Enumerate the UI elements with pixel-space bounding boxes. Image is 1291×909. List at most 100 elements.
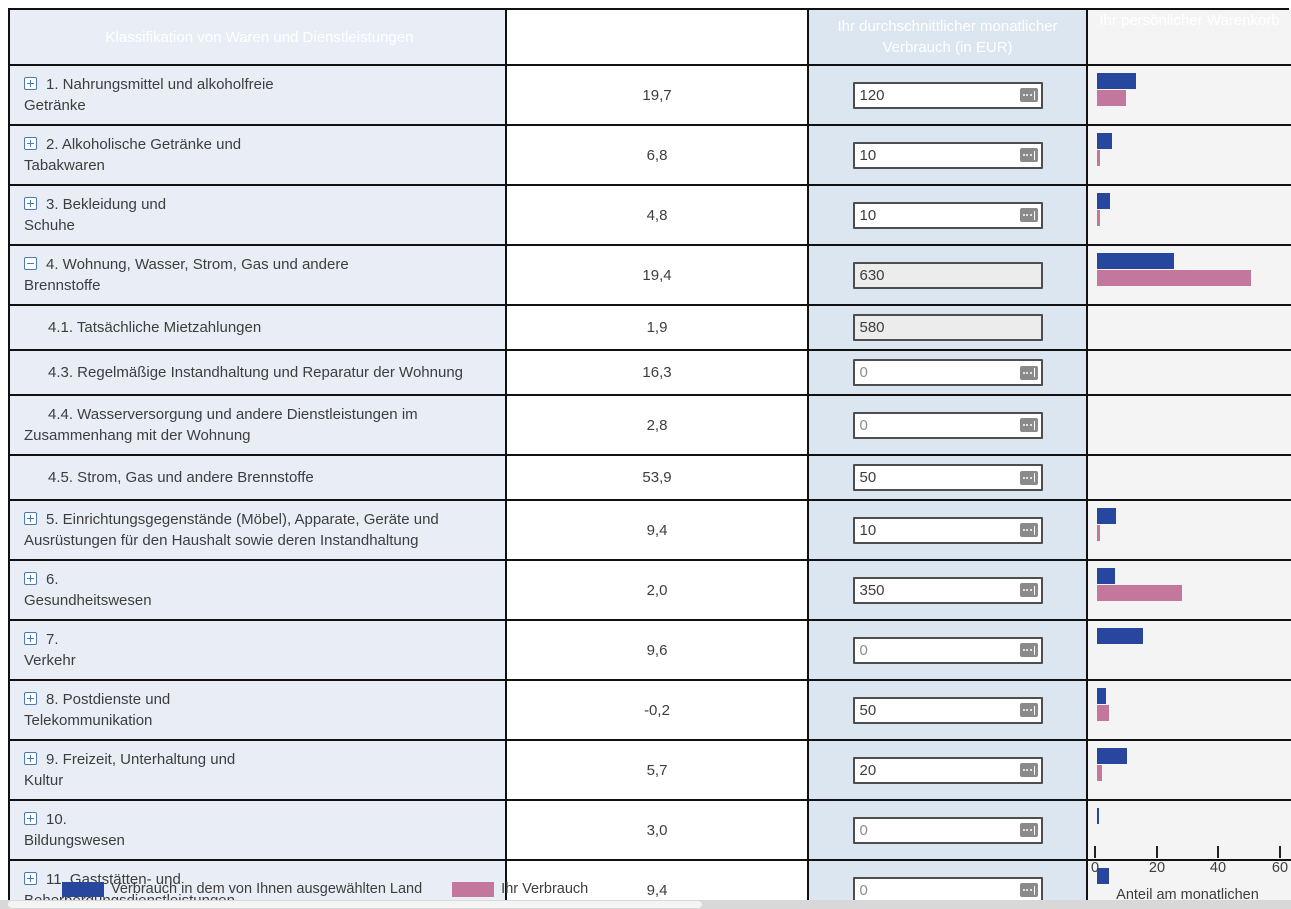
inflation-value-cell: 3,0 — [507, 801, 809, 861]
input-stepper-icon[interactable] — [1019, 703, 1038, 717]
input-stepper-icon[interactable] — [1019, 470, 1038, 485]
input-stepper-icon[interactable] — [1019, 365, 1038, 380]
category-label: 4.5. Strom, Gas und andere Brennstoffe — [48, 469, 314, 486]
chart-legend: Verbrauch in dem von Ihnen ausgewählten … — [62, 881, 588, 897]
basket-chart-cell — [1088, 501, 1291, 561]
consumption-input[interactable] — [852, 314, 1043, 341]
consumption-input-cell — [809, 396, 1088, 456]
consumption-input[interactable] — [852, 516, 1043, 544]
consumption-input-cell — [809, 351, 1088, 396]
consumption-input[interactable] — [852, 359, 1043, 386]
category-label: 3. Bekleidung und Schuhe — [24, 196, 167, 234]
table-row-label-cell: 9. Freizeit, Unterhaltung und Kultur — [10, 741, 507, 801]
expand-icon[interactable] — [24, 197, 37, 210]
input-stepper-icon[interactable] — [1019, 763, 1038, 777]
expand-icon[interactable] — [24, 572, 37, 585]
category-label: 1. Nahrungsmittel und alkoholfreie Geträ… — [24, 76, 274, 114]
country-legend-swatch — [62, 881, 104, 897]
inflation-value-cell: 2,8 — [507, 396, 809, 456]
input-stepper-icon[interactable] — [1019, 523, 1038, 537]
basket-chart-cell — [1088, 246, 1291, 306]
inflation-value-cell: 6,8 — [507, 126, 809, 186]
legend-item: Verbrauch in dem von Ihnen ausgewählten … — [62, 881, 422, 897]
personal-share-bar — [1097, 150, 1100, 166]
expand-icon[interactable] — [24, 752, 37, 765]
consumption-input[interactable] — [852, 636, 1043, 664]
input-stepper-icon[interactable] — [1019, 418, 1038, 432]
axis-tick-label: 20 — [1148, 860, 1166, 876]
consumption-input[interactable] — [852, 464, 1043, 491]
axis-tick-label: 0 — [1090, 860, 1100, 876]
category-label: 9. Freizeit, Unterhaltung und Kultur — [24, 751, 236, 789]
classification-table: Klassifikation von Waren und Dienstleist… — [8, 8, 1291, 909]
axis-tick — [1217, 846, 1219, 858]
consumption-input[interactable] — [852, 261, 1043, 289]
consumption-input[interactable] — [852, 81, 1043, 109]
consumption-input[interactable] — [852, 696, 1043, 724]
expand-icon[interactable] — [24, 872, 37, 885]
input-stepper-icon[interactable] — [1019, 883, 1038, 897]
input-stepper-icon[interactable] — [1019, 643, 1038, 657]
country-share-bar — [1097, 508, 1116, 524]
inflation-value-cell: 9,6 — [507, 621, 809, 681]
inflation-value-cell: 2,0 — [507, 561, 809, 621]
consumption-input-cell — [809, 306, 1088, 351]
country-share-bar — [1097, 748, 1127, 764]
input-stepper-icon[interactable] — [1019, 583, 1038, 597]
collapse-icon[interactable] — [24, 257, 37, 270]
table-row-label-cell: 2. Alkoholische Getränke und Tabakwaren — [10, 126, 507, 186]
expand-icon[interactable] — [24, 692, 37, 705]
scrollbar-thumb[interactable] — [8, 901, 702, 908]
country-share-bar — [1097, 133, 1112, 149]
inflation-value-cell: 16,3 — [507, 351, 809, 396]
inflation-value-cell: 53,9 — [507, 456, 809, 501]
input-stepper-icon[interactable] — [1019, 88, 1038, 102]
expand-icon[interactable] — [24, 812, 37, 825]
category-label: 6. Gesundheitswesen — [24, 571, 152, 609]
category-label: 5. Einrichtungsgegenstände (Möbel), Appa… — [24, 511, 439, 549]
consumption-input[interactable] — [852, 411, 1043, 439]
consumption-input[interactable] — [852, 756, 1043, 784]
table-row-label-cell: 4.4. Wasserversorgung und andere Dienstl… — [10, 396, 507, 456]
consumption-input[interactable] — [852, 576, 1043, 604]
consumption-input[interactable] — [852, 816, 1043, 844]
input-stepper-icon[interactable] — [1019, 148, 1038, 162]
country-share-bar — [1097, 568, 1115, 584]
table-row-label-cell: 4.1. Tatsächliche Mietzahlungen — [10, 306, 507, 351]
consumption-input-cell — [809, 801, 1088, 861]
expand-icon[interactable] — [24, 137, 37, 150]
inflation-value-cell: 19,4 — [507, 246, 809, 306]
table-row-label-cell: 7. Verkehr — [10, 621, 507, 681]
expand-icon[interactable] — [24, 77, 37, 90]
column-header-consumption: Ihr durchschnittlicher monatlicher Verbr… — [809, 10, 1088, 66]
inflation-value: 9,4 — [646, 881, 668, 899]
inflation-value-cell: 5,7 — [507, 741, 809, 801]
table-row-label-cell: 5. Einrichtungsgegenstände (Möbel), Appa… — [10, 501, 507, 561]
inflation-value: 4,8 — [646, 206, 668, 224]
axis-tick — [1156, 846, 1158, 858]
consumption-input-cell — [809, 501, 1088, 561]
legend-label: Verbrauch in dem von Ihnen ausgewählten … — [111, 881, 423, 897]
basket-chart-cell — [1088, 681, 1291, 741]
consumption-input[interactable] — [852, 141, 1043, 169]
consumption-input[interactable] — [852, 201, 1043, 229]
axis-tick-label: 60 — [1271, 860, 1289, 876]
country-share-bar — [1097, 73, 1136, 89]
horizontal-scrollbar[interactable] — [0, 900, 1291, 909]
category-label: 2. Alkoholische Getränke und Tabakwaren — [24, 136, 242, 174]
expand-icon[interactable] — [24, 632, 37, 645]
basket-chart-cell — [1088, 351, 1291, 396]
input-stepper-icon[interactable] — [1019, 208, 1038, 222]
consumption-input-cell — [809, 66, 1088, 126]
table-row-label-cell: 4.3. Regelmäßige Instandhaltung und Repa… — [10, 351, 507, 396]
category-label: 4.3. Regelmäßige Instandhaltung und Repa… — [48, 364, 463, 381]
inflation-value: 1,9 — [646, 319, 668, 336]
basket-chart-cell — [1088, 396, 1291, 456]
expand-icon[interactable] — [24, 512, 37, 525]
basket-chart-cell — [1088, 741, 1291, 801]
country-share-bar — [1097, 688, 1106, 704]
input-stepper-icon[interactable] — [1019, 823, 1038, 837]
axis-tick-label: 40 — [1209, 860, 1227, 876]
inflation-value: 16,3 — [642, 364, 672, 381]
